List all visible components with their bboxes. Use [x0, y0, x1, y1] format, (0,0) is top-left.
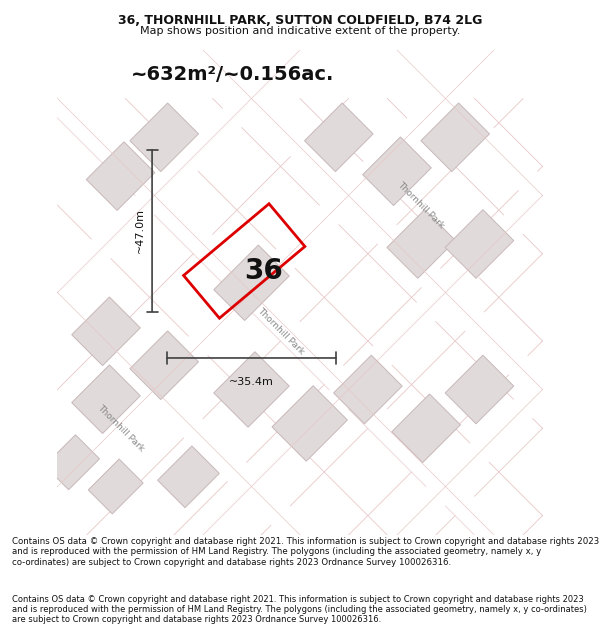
- Text: Thornhill Park: Thornhill Park: [396, 180, 446, 230]
- Polygon shape: [421, 103, 490, 172]
- Polygon shape: [86, 142, 155, 211]
- Polygon shape: [72, 297, 140, 366]
- Polygon shape: [581, 41, 600, 544]
- Polygon shape: [305, 103, 373, 172]
- Polygon shape: [88, 459, 143, 514]
- Text: 36, THORNHILL PARK, SUTTON COLDFIELD, B74 2LG: 36, THORNHILL PARK, SUTTON COLDFIELD, B7…: [118, 14, 482, 27]
- Polygon shape: [158, 446, 220, 508]
- Text: Map shows position and indicative extent of the property.: Map shows position and indicative extent…: [140, 26, 460, 36]
- Polygon shape: [272, 386, 347, 461]
- Text: Thornhill Park: Thornhill Park: [95, 403, 146, 453]
- Polygon shape: [194, 41, 600, 544]
- Text: Thornhill Park: Thornhill Park: [256, 306, 306, 356]
- Polygon shape: [130, 103, 199, 172]
- Polygon shape: [581, 41, 600, 544]
- Polygon shape: [214, 245, 289, 321]
- Polygon shape: [445, 210, 514, 278]
- Polygon shape: [44, 435, 100, 489]
- Text: ~47.0m: ~47.0m: [135, 208, 145, 253]
- Polygon shape: [363, 137, 431, 206]
- Polygon shape: [214, 352, 289, 428]
- Polygon shape: [392, 394, 460, 462]
- Text: Contains OS data © Crown copyright and database right 2021. This information is : Contains OS data © Crown copyright and d…: [12, 594, 587, 624]
- Polygon shape: [194, 41, 600, 544]
- Polygon shape: [72, 365, 140, 434]
- Polygon shape: [0, 41, 310, 544]
- Text: 36: 36: [244, 257, 283, 284]
- Polygon shape: [334, 355, 402, 424]
- Text: Contains OS data © Crown copyright and database right 2021. This information is : Contains OS data © Crown copyright and d…: [12, 537, 599, 567]
- Polygon shape: [0, 41, 503, 544]
- Polygon shape: [0, 41, 503, 544]
- Polygon shape: [0, 41, 310, 544]
- Polygon shape: [387, 210, 455, 278]
- Text: ~632m²/~0.156ac.: ~632m²/~0.156ac.: [130, 64, 334, 84]
- Text: ~35.4m: ~35.4m: [229, 378, 274, 388]
- Polygon shape: [130, 331, 199, 399]
- Polygon shape: [388, 41, 600, 544]
- Polygon shape: [445, 355, 514, 424]
- Polygon shape: [388, 41, 600, 544]
